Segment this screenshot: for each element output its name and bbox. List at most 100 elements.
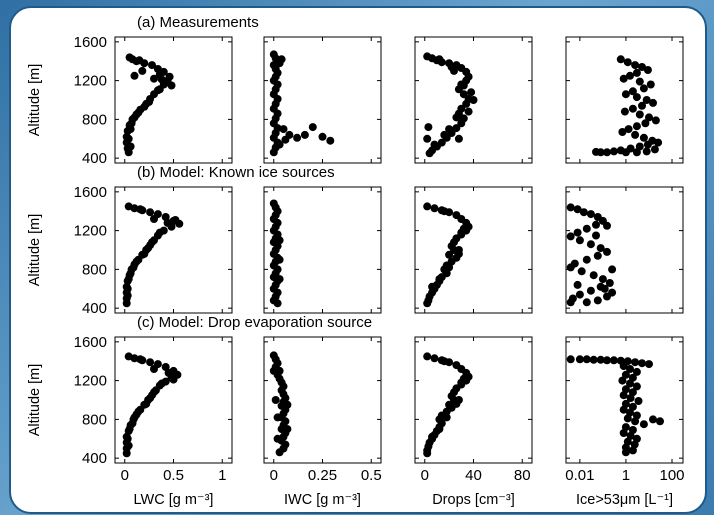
x-tick-label: 0.25 — [308, 467, 337, 484]
y-tick-label: 1600 — [74, 334, 107, 351]
data-point — [271, 396, 280, 404]
data-point — [632, 122, 641, 131]
data-point — [624, 125, 633, 134]
data-point — [628, 104, 637, 113]
data-point — [138, 66, 147, 75]
data-point — [275, 236, 284, 245]
data-point — [621, 370, 630, 379]
data-point — [649, 415, 657, 424]
data-point — [124, 441, 133, 450]
data-point — [146, 394, 155, 403]
data-point — [469, 96, 478, 104]
data-point — [275, 366, 284, 375]
row-title-b: (b) Model: Known ice sources — [137, 164, 335, 181]
data-point — [632, 367, 641, 376]
x-tick-label: 0 — [121, 467, 129, 484]
data-point — [632, 68, 641, 77]
data-point — [440, 357, 449, 366]
data-point — [459, 224, 468, 233]
data-point — [642, 147, 651, 156]
data-point — [621, 448, 630, 457]
data-point — [435, 275, 444, 284]
x-tick-label: 0.01 — [565, 467, 594, 484]
data-point — [171, 216, 180, 224]
data-point — [135, 56, 144, 65]
data-point — [586, 240, 595, 249]
data-point — [275, 59, 284, 68]
data-point — [575, 290, 584, 299]
data-point — [631, 417, 640, 426]
data-point — [445, 250, 454, 259]
x-tick-label: 0.5 — [361, 467, 382, 484]
y-axis-label: Altitude [m] — [27, 364, 43, 437]
data-point — [623, 414, 632, 423]
x-tick-label: 1 — [218, 467, 226, 484]
x-axis-label-lwc: LWC [g m⁻³] — [134, 492, 214, 508]
data-point — [423, 299, 432, 308]
data-point — [423, 202, 432, 211]
data-point — [643, 140, 652, 149]
data-point — [275, 448, 284, 457]
data-point — [566, 355, 575, 364]
data-point — [459, 374, 468, 383]
data-point — [163, 218, 172, 227]
data-point — [269, 148, 278, 157]
data-point — [146, 358, 155, 367]
data-point — [430, 140, 439, 149]
data-point — [575, 355, 584, 364]
data-point — [635, 110, 644, 119]
data-point — [454, 134, 463, 143]
data-point — [423, 352, 432, 361]
data-point — [164, 368, 173, 377]
data-point — [452, 124, 461, 133]
data-point — [125, 425, 134, 434]
data-point — [656, 417, 664, 426]
data-point — [592, 220, 600, 229]
data-point — [582, 255, 591, 264]
data-point — [293, 133, 302, 142]
data-point — [442, 413, 451, 422]
data-point — [157, 379, 166, 388]
data-point — [440, 130, 449, 139]
data-point — [642, 96, 651, 104]
data-point — [300, 130, 309, 139]
data-point — [126, 142, 135, 151]
x-tick-label: 40 — [465, 467, 482, 484]
x-axis-label-iwc: IWC [g m⁻³] — [284, 492, 361, 508]
data-point — [575, 236, 584, 245]
data-point — [445, 400, 454, 409]
y-tick-label: 1200 — [74, 373, 107, 390]
y-tick-label: 1200 — [74, 223, 107, 240]
data-point — [616, 55, 625, 64]
data-point — [619, 391, 628, 400]
x-tick-label: 0.5 — [163, 467, 184, 484]
data-point — [155, 228, 164, 237]
data-point — [619, 362, 628, 371]
data-point — [598, 275, 607, 284]
data-point — [621, 90, 630, 99]
data-point — [638, 359, 646, 368]
data-point — [650, 145, 659, 154]
plot-frame-c-ice — [565, 336, 684, 464]
data-point — [275, 255, 284, 264]
data-point — [273, 434, 282, 443]
data-point — [619, 429, 628, 437]
data-point — [150, 215, 158, 223]
data-point — [603, 356, 611, 365]
data-point — [603, 148, 611, 157]
data-point — [130, 71, 139, 80]
data-point — [452, 113, 461, 122]
data-point — [124, 134, 133, 143]
data-point — [592, 231, 600, 240]
data-point — [654, 138, 663, 147]
data-point — [596, 355, 605, 364]
data-point — [283, 400, 292, 409]
data-point — [646, 80, 655, 89]
data-point — [608, 265, 617, 274]
data-point — [459, 81, 468, 90]
data-point — [140, 102, 149, 111]
plot-frame-b-ice — [565, 186, 684, 314]
data-point — [123, 284, 132, 293]
